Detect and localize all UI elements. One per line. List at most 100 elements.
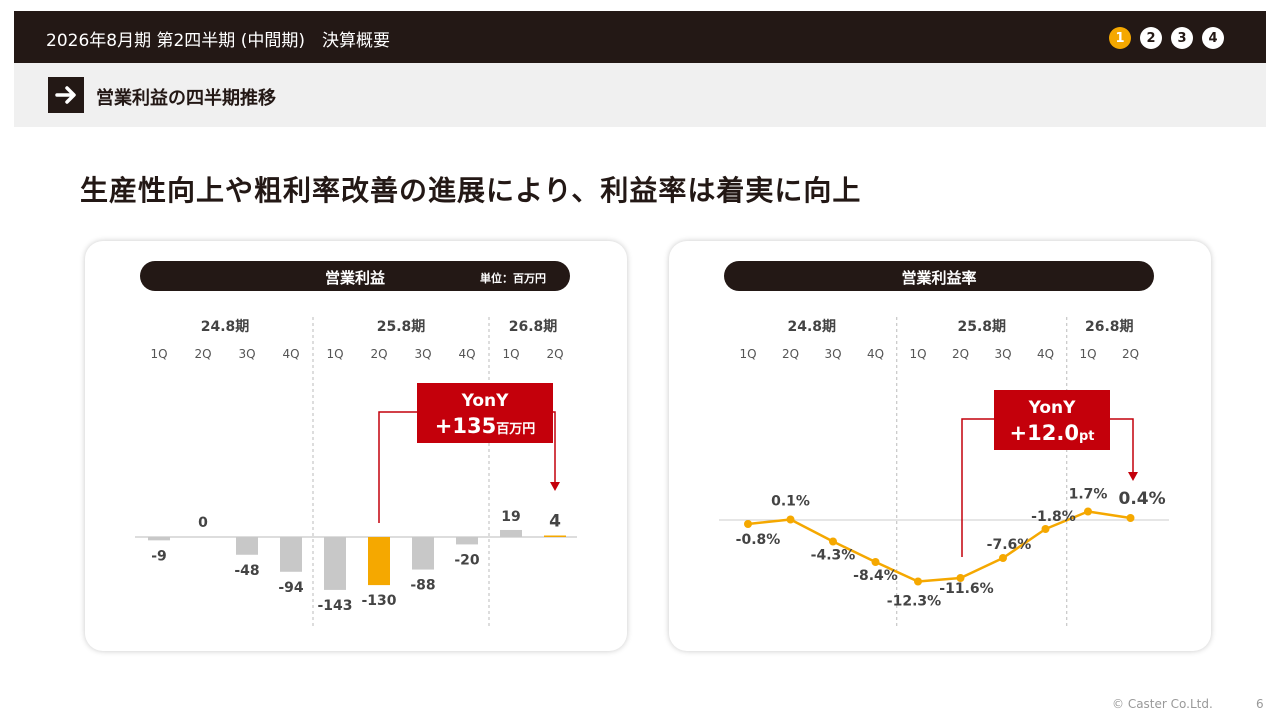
quarter-label: 2Q	[370, 347, 387, 361]
page-3-button[interactable]: 3	[1171, 27, 1193, 49]
data-point	[1041, 525, 1050, 533]
section-title: 営業利益の四半期推移	[96, 88, 276, 109]
yony-value: +135百万円	[435, 414, 535, 438]
yony-label: YonY	[1028, 398, 1077, 418]
quarter-label: 3Q	[824, 347, 841, 361]
bar	[412, 537, 434, 570]
page-2-button[interactable]: 2	[1140, 27, 1162, 49]
quarter-label: 1Q	[150, 347, 167, 361]
page-1-button[interactable]: 1	[1109, 27, 1131, 49]
chart-title-pill: 営業利益率	[724, 261, 1154, 291]
quarter-label: 1Q	[1079, 347, 1096, 361]
bar	[544, 535, 566, 537]
data-label: 19	[501, 509, 520, 525]
header-bar: 2026年8月期 第2四半期 (中間期) 決算概要 1 2 3 4	[14, 11, 1266, 63]
quarter-label: 4Q	[867, 347, 884, 361]
data-label: -11.6%	[939, 581, 993, 597]
quarter-label: 1Q	[502, 347, 519, 361]
data-point	[871, 558, 880, 566]
headline: 生産性向上や粗利率改善の進展により、利益率は着実に向上	[80, 174, 862, 207]
quarter-label: 4Q	[1037, 347, 1054, 361]
quarter-label: 2Q	[782, 347, 799, 361]
data-label: 0.4%	[1119, 489, 1166, 509]
bar	[280, 537, 302, 572]
arrow-down-icon	[550, 482, 560, 491]
data-point	[914, 577, 922, 586]
data-label: -88	[410, 578, 435, 594]
data-point	[956, 574, 965, 582]
data-label: 0	[198, 515, 208, 531]
chart-title-pill: 営業利益 単位：百万円	[140, 261, 570, 291]
data-point	[1126, 514, 1135, 522]
quarter-label: 3Q	[414, 347, 431, 361]
data-label: -143	[317, 598, 352, 614]
bar	[148, 537, 170, 541]
arrow-down-icon	[1128, 472, 1138, 481]
chart-title: 営業利益率	[901, 269, 977, 287]
data-point	[829, 537, 837, 546]
data-label: -12.3%	[887, 594, 941, 610]
period-label: 26.8期	[1085, 319, 1134, 335]
bar	[236, 537, 258, 555]
yony-box	[994, 390, 1110, 450]
data-label: -0.8%	[736, 532, 781, 548]
period-label: 25.8期	[377, 319, 426, 335]
data-label: -48	[234, 563, 259, 579]
arrow-right-icon	[48, 77, 84, 113]
quarter-label: 4Q	[282, 347, 299, 361]
bar	[456, 537, 478, 545]
operating-margin-card: 営業利益率 24.8期 1Q 2Q 3Q 4Q 25.8期 1Q 2Q 3Q 4Q 26.8期 1Q 2…	[669, 241, 1211, 651]
quarter-label: 1Q	[909, 347, 926, 361]
period-label: 26.8期	[509, 319, 558, 335]
quarter-label: 2Q	[546, 347, 563, 361]
yony-box	[417, 383, 553, 443]
quarter-label: 2Q	[194, 347, 211, 361]
data-label: 1.7%	[1069, 487, 1108, 503]
report-title: 2026年8月期 第2四半期 (中間期) 決算概要	[46, 31, 390, 51]
yony-value: +12.0pt	[1010, 421, 1095, 445]
yony-label: YonY	[461, 391, 510, 411]
bar-chart: 24.8期 1Q 2Q 3Q 4Q 25.8期 1Q 2Q 3Q 4Q 26.8期 1Q 2Q -9 0 -4…	[135, 317, 577, 626]
data-label: 4	[549, 512, 561, 532]
period-label: 24.8期	[201, 319, 250, 335]
data-label: 0.1%	[771, 494, 810, 510]
data-point	[744, 520, 752, 528]
data-label: -1.8%	[1031, 509, 1076, 525]
chart-title: 営業利益	[324, 269, 385, 287]
page-4-button[interactable]: 4	[1202, 27, 1224, 49]
data-label: -4.3%	[811, 548, 856, 564]
quarter-label: 3Q	[994, 347, 1011, 361]
callout-connector	[1110, 418, 1134, 473]
data-label: -9	[151, 548, 167, 564]
data-point	[786, 515, 795, 524]
data-point	[999, 554, 1007, 562]
data-label: -20	[454, 552, 480, 568]
quarter-label: 4Q	[458, 347, 475, 361]
quarter-label: 1Q	[326, 347, 343, 361]
quarter-label: 2Q	[1122, 347, 1139, 361]
period-label: 25.8期	[957, 319, 1006, 335]
data-label: -94	[278, 580, 304, 596]
data-label: -7.6%	[987, 537, 1032, 553]
page-number: 6	[1256, 697, 1264, 711]
section-bar: 営業利益の四半期推移	[14, 63, 1266, 127]
operating-profit-card: 営業利益 単位：百万円 24.8期 1Q 2Q 3Q 4Q 25.8期 1Q 2Q 3Q 4Q 26…	[85, 241, 627, 651]
quarter-label: 3Q	[238, 347, 255, 361]
copyright: © Caster Co.Ltd.	[1112, 697, 1213, 711]
quarter-label: 2Q	[952, 347, 969, 361]
bar	[368, 537, 390, 586]
data-label: -130	[361, 593, 396, 609]
bar	[324, 537, 346, 590]
data-label: -8.4%	[853, 568, 898, 584]
chart-unit: 単位：百万円	[480, 272, 546, 285]
bar	[500, 529, 522, 537]
page-navigator: 1 2 3 4	[1109, 27, 1224, 49]
callout-connector	[961, 418, 994, 557]
period-label: 24.8期	[787, 319, 836, 335]
callout-connector	[553, 411, 556, 483]
series-line	[747, 510, 1131, 583]
line-chart: 24.8期 1Q 2Q 3Q 4Q 25.8期 1Q 2Q 3Q 4Q 26.8期 1Q 2Q -0.8%…	[719, 317, 1169, 626]
callout-connector	[378, 411, 417, 523]
quarter-label: 1Q	[739, 347, 756, 361]
data-point	[1084, 507, 1092, 516]
